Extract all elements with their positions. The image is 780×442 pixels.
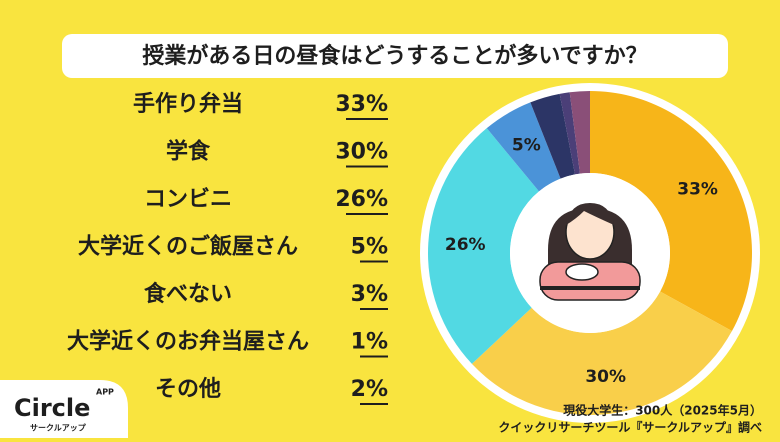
bangs	[566, 203, 614, 225]
legend-label: その他	[155, 377, 221, 402]
legend: 手作り弁当 33% 学食 30% コンビニ 26% 大学近くのご飯屋さん 5% 食べない 3% 大学…	[67, 91, 388, 405]
legend-value: 5%	[351, 235, 388, 260]
legend-value: 33%	[335, 92, 388, 117]
donut-slice	[471, 291, 732, 415]
legend-label: 学食	[166, 139, 211, 165]
slice-label: 33%	[677, 179, 718, 199]
donut-slice	[559, 92, 580, 175]
donut-slice	[530, 93, 576, 179]
source-line: クイックリサーチツール『サークルアップ』調べ	[498, 420, 762, 435]
donut	[428, 91, 752, 415]
legend-value: 1%	[351, 330, 388, 355]
chart-title: 授業がある日の昼食はどうすることが多いですか？	[142, 43, 647, 69]
legend-value: 26%	[335, 187, 388, 212]
logo-kana: サークルアップ	[30, 423, 87, 433]
legend-value: 2%	[351, 377, 388, 402]
title-box	[62, 34, 728, 78]
slice-label: 5%	[512, 135, 541, 155]
donut-slice	[428, 128, 540, 364]
legend-value: 3%	[351, 282, 388, 307]
illustration	[539, 203, 641, 301]
legend-value: 30%	[335, 140, 388, 165]
source-line: 現役大学生：300人（2025年5月）	[563, 403, 762, 418]
legend-label: 食べない	[144, 281, 232, 307]
legend-label: 手作り弁当	[133, 91, 243, 117]
legend-label: コンビニ	[144, 187, 232, 212]
donut-slice	[590, 91, 752, 332]
legend-label: 大学近くのお弁当屋さん	[67, 329, 309, 355]
logo-name: Circle	[14, 394, 90, 422]
body	[539, 261, 641, 301]
slice-label: 26%	[445, 235, 486, 255]
donut-slice	[486, 102, 561, 192]
table-edge	[540, 286, 640, 290]
slice-label: 30%	[585, 367, 626, 387]
logo-badge: APP	[96, 388, 114, 397]
logo-box	[0, 380, 128, 438]
legend-label: 大学近くのご飯屋さん	[78, 234, 298, 260]
bowl	[565, 263, 599, 281]
donut-slice	[569, 91, 590, 174]
